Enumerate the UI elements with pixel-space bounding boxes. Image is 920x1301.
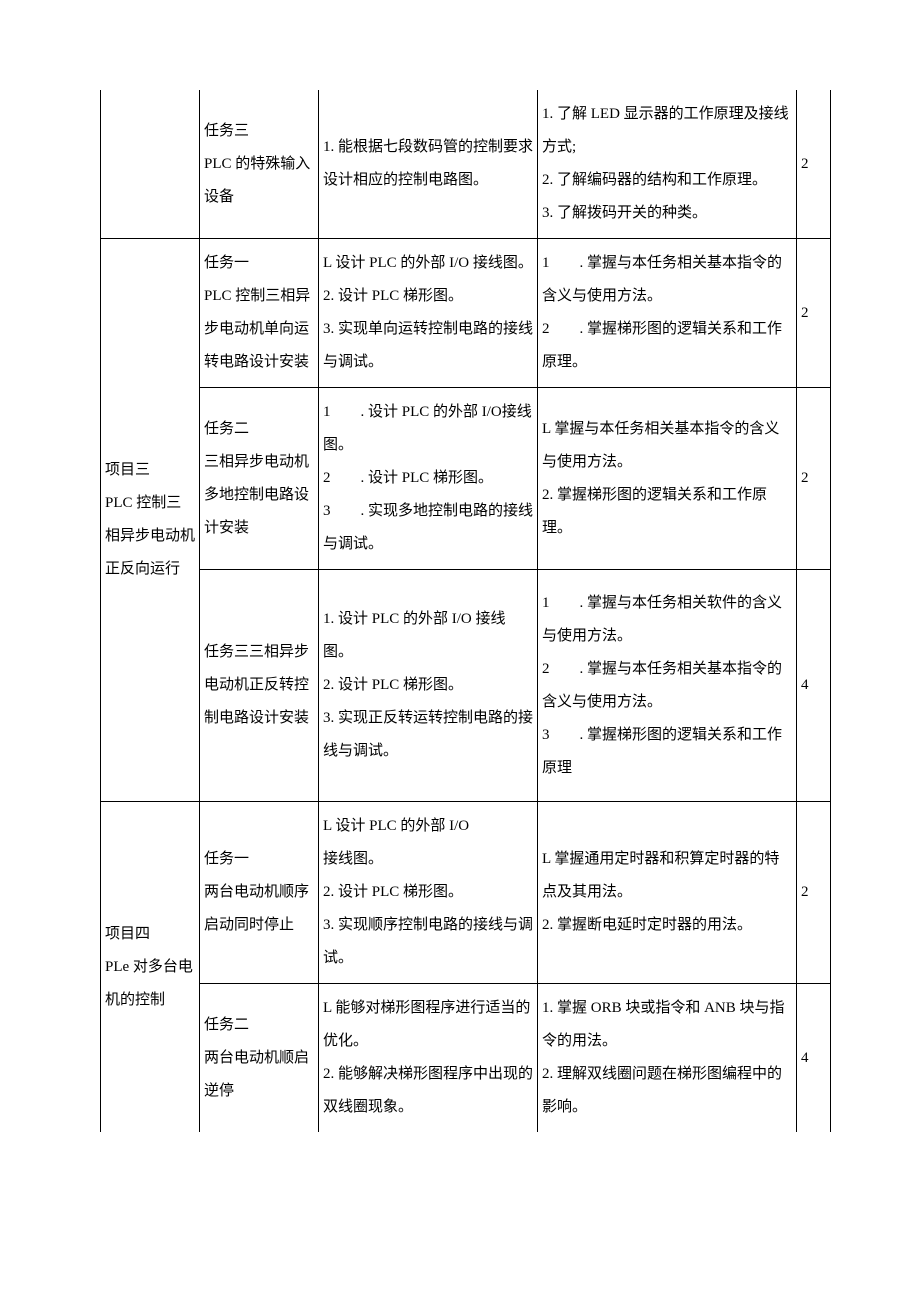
cell-hours: 2 [797,90,831,239]
table-row: 任务二三相异步电动机多地控制电路设计安装 1 . 设计 PLC 的外部 I/O接… [101,388,831,570]
table-row: 任务三PLC 的特殊输入设备 1. 能根据七段数码管的控制要求设计相应的控制电路… [101,90,831,239]
cell-skill: 1. 能根据七段数码管的控制要求设计相应的控制电路图。 [319,90,538,239]
cell-task: 任务二三相异步电动机多地控制电路设计安装 [200,388,319,570]
cell-knowledge: 1 . 掌握与本任务相关软件的含义与使用方法。2 . 掌握与本任务相关基本指令的… [538,570,797,802]
cell-project: 项目四PLe 对多台电机的控制 [101,802,200,1133]
cell-task: 任务三PLC 的特殊输入设备 [200,90,319,239]
cell-hours: 4 [797,984,831,1133]
table-row: 任务二两台电动机顺启逆停 L 能够对梯形图程序进行适当的优化。2. 能够解决梯形… [101,984,831,1133]
document-page: 任务三PLC 的特殊输入设备 1. 能根据七段数码管的控制要求设计相应的控制电路… [0,0,920,1192]
cell-task: 任务二两台电动机顺启逆停 [200,984,319,1133]
cell-hours: 2 [797,388,831,570]
table-row: 任务三三相异步电动机正反转控制电路设计安装 1. 设计 PLC 的外部 I/O … [101,570,831,802]
cell-knowledge: 1. 掌握 ORB 块或指令和 ANB 块与指令的用法。2. 理解双线圈问题在梯… [538,984,797,1133]
cell-knowledge: 1 . 掌握与本任务相关基本指令的含义与使用方法。2 . 掌握梯形图的逻辑关系和… [538,239,797,388]
cell-hours: 2 [797,802,831,984]
cell-knowledge: L 掌握与本任务相关基本指令的含义与使用方法。2. 掌握梯形图的逻辑关系和工作原… [538,388,797,570]
cell-skill: L 能够对梯形图程序进行适当的优化。2. 能够解决梯形图程序中出现的双线圈现象。 [319,984,538,1133]
cell-hours: 4 [797,570,831,802]
cell-task: 任务一PLC 控制三相异步电动机单向运转电路设计安装 [200,239,319,388]
cell-hours: 2 [797,239,831,388]
cell-skill: L 设计 PLC 的外部 I/O接线图。2. 设计 PLC 梯形图。3. 实现顺… [319,802,538,984]
cell-project [101,90,200,239]
cell-task: 任务一两台电动机顺序启动同时停止 [200,802,319,984]
cell-skill: 1 . 设计 PLC 的外部 I/O接线图。2 . 设计 PLC 梯形图。3 .… [319,388,538,570]
cell-task: 任务三三相异步电动机正反转控制电路设计安装 [200,570,319,802]
cell-skill: L 设计 PLC 的外部 I/O 接线图。2. 设计 PLC 梯形图。3. 实现… [319,239,538,388]
cell-project: 项目三PLC 控制三相异步电动机正反向运行 [101,239,200,802]
table-row: 项目四PLe 对多台电机的控制 任务一两台电动机顺序启动同时停止 L 设计 PL… [101,802,831,984]
cell-knowledge: 1. 了解 LED 显示器的工作原理及接线方式;2. 了解编码器的结构和工作原理… [538,90,797,239]
table-row: 项目三PLC 控制三相异步电动机正反向运行 任务一PLC 控制三相异步电动机单向… [101,239,831,388]
cell-knowledge: L 掌握通用定时器和积算定时器的特点及其用法。2. 掌握断电延时定时器的用法。 [538,802,797,984]
curriculum-table: 任务三PLC 的特殊输入设备 1. 能根据七段数码管的控制要求设计相应的控制电路… [100,90,831,1132]
cell-skill: 1. 设计 PLC 的外部 I/O 接线图。2. 设计 PLC 梯形图。3. 实… [319,570,538,802]
